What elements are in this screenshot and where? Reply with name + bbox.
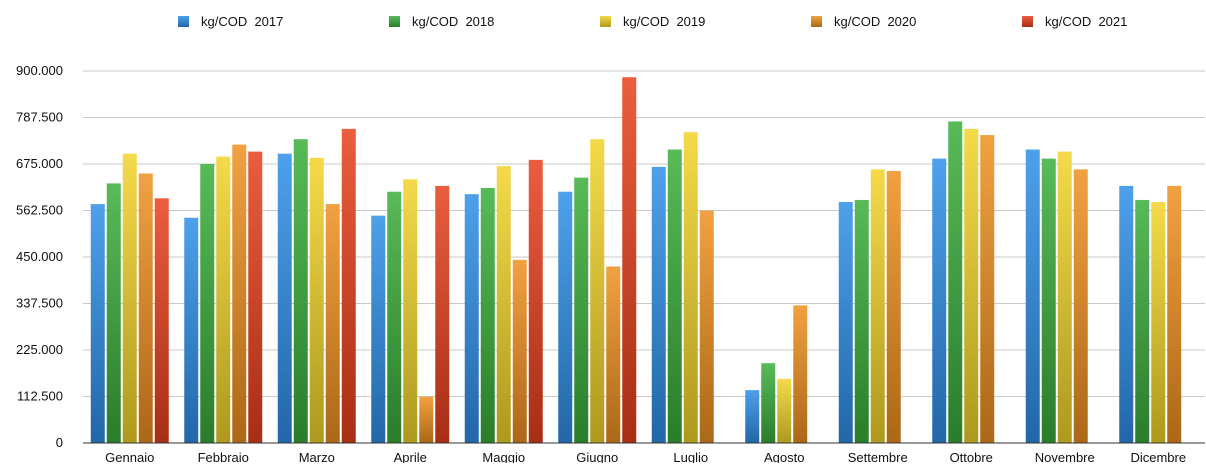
bar-marzo-series-3 [309, 157, 324, 444]
bar-febbraio-series-3 [216, 156, 231, 443]
legend-swatch [389, 16, 400, 27]
x-tick-label: Febbraio [198, 450, 249, 463]
bar-gennaio-series-1 [90, 204, 105, 443]
bar-gennaio-series-4 [138, 173, 153, 444]
bar-aprile-series-2 [387, 191, 402, 443]
legend-label: kg/COD 2020 [834, 14, 916, 29]
bar-maggio-series-1 [464, 194, 479, 443]
bar-luglio-series-1 [651, 166, 666, 444]
bar-ottobre-series-3 [964, 128, 979, 443]
bar-luglio-series-3 [683, 132, 698, 443]
bar-gennaio-series-2 [106, 183, 121, 443]
legend-label: kg/COD 2021 [1045, 14, 1127, 29]
bar-febbraio-series-4 [232, 144, 247, 443]
x-tick-label: Dicembre [1130, 450, 1186, 463]
bar-agosto-series-3 [777, 378, 792, 443]
bar-maggio-series-5 [528, 159, 543, 443]
bar-giugno-series-3 [590, 139, 605, 443]
bar-layer [90, 77, 1182, 444]
x-tick-label: Novembre [1035, 450, 1095, 463]
bar-dicembre-series-4 [1167, 185, 1182, 443]
x-tick-label: Settembre [848, 450, 908, 463]
y-tick-label: 112.500 [17, 389, 63, 404]
legend: kg/COD 2017 kg/COD 2018 kg/COD 2019 kg/COD … [178, 14, 1127, 29]
bar-aprile-series-3 [403, 179, 418, 443]
legend-label: kg/COD 2018 [412, 14, 494, 29]
bar-maggio-series-4 [512, 259, 527, 443]
bar-ottobre-series-1 [932, 158, 947, 444]
bar-ottobre-series-2 [948, 121, 963, 443]
bar-ottobre-series-4 [980, 135, 995, 444]
bar-dicembre-series-3 [1151, 202, 1166, 443]
bar-settembre-series-4 [886, 171, 901, 443]
bar-novembre-series-2 [1041, 158, 1056, 444]
bar-giugno-series-4 [606, 266, 621, 443]
y-tick-label: 225.000 [16, 342, 63, 357]
x-tick-label: Maggio [482, 450, 525, 463]
legend-swatch [600, 16, 611, 27]
x-tick-label: Giugno [576, 450, 618, 463]
bar-marzo-series-4 [325, 204, 340, 443]
bar-aprile-series-1 [371, 215, 386, 443]
bar-marzo-series-1 [277, 153, 292, 443]
x-tick-label: Aprile [394, 450, 427, 463]
bar-novembre-series-4 [1073, 169, 1088, 443]
bar-agosto-series-2 [761, 363, 776, 443]
y-tick-label: 562.500 [16, 203, 63, 218]
y-tick-label: 450.000 [16, 249, 63, 264]
bar-agosto-series-4 [793, 305, 808, 443]
x-tick-label: Marzo [299, 450, 335, 463]
x-tick-label: Agosto [764, 450, 804, 463]
x-tick-label: Gennaio [105, 450, 154, 463]
bar-aprile-series-4 [419, 396, 434, 443]
y-tick-label: 900.000 [16, 63, 63, 78]
bar-giugno-series-1 [558, 191, 573, 443]
bar-febbraio-series-5 [248, 151, 263, 443]
legend-label: kg/COD 2019 [623, 14, 705, 29]
axis-layer: 0 112.500 225.000 337.500 450.000 562.500 675.… [16, 63, 1205, 465]
legend-swatch [811, 16, 822, 27]
bar-dicembre-series-2 [1135, 199, 1150, 443]
bar-maggio-series-2 [480, 187, 495, 443]
y-tick-label: 0 [56, 435, 63, 450]
bar-gennaio-series-3 [122, 153, 137, 443]
bar-dicembre-series-1 [1119, 185, 1134, 443]
legend-swatch [178, 16, 189, 27]
bar-giugno-series-5 [622, 77, 637, 443]
y-tick-label: 337.500 [16, 296, 63, 311]
grid-layer [83, 70, 1205, 397]
bar-febbraio-series-1 [184, 217, 199, 443]
bar-gennaio-series-5 [154, 198, 169, 443]
bar-febbraio-series-2 [200, 164, 215, 443]
bar-maggio-series-3 [496, 166, 511, 444]
bar-marzo-series-2 [293, 139, 308, 443]
legend-swatch [1022, 16, 1033, 27]
bar-marzo-series-5 [341, 128, 356, 443]
legend-label: kg/COD 2017 [201, 14, 283, 29]
y-tick-label: 675.000 [16, 156, 63, 171]
bar-novembre-series-3 [1057, 151, 1072, 443]
bar-agosto-series-1 [745, 390, 760, 443]
bar-luglio-series-4 [699, 210, 714, 443]
bar-aprile-series-5 [435, 185, 450, 443]
bar-giugno-series-2 [574, 177, 589, 443]
bar-settembre-series-2 [854, 199, 869, 443]
bar-settembre-series-3 [870, 169, 885, 443]
bar-luglio-series-2 [667, 149, 682, 444]
bar-settembre-series-1 [838, 202, 853, 443]
x-tick-label: Ottobre [950, 450, 993, 463]
bar-novembre-series-1 [1025, 149, 1040, 444]
x-tick-label: Luglio [673, 450, 708, 463]
y-tick-label: 787.500 [16, 110, 63, 125]
